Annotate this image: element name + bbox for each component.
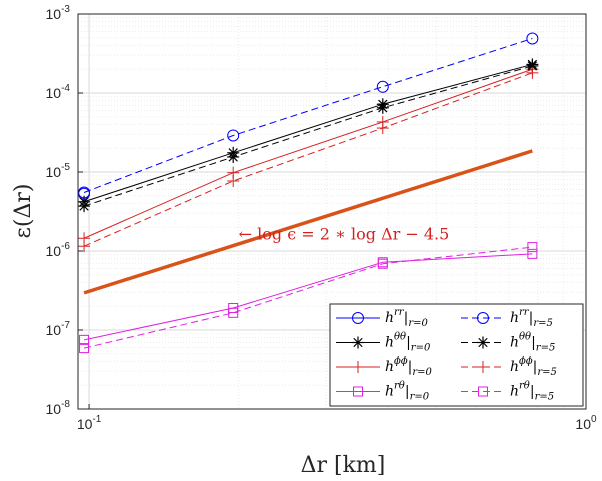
series-line-2 [83,68,533,239]
plot-frame [77,13,587,410]
legend-label-4: hrr|r=5 [510,307,553,329]
data-point-7 [527,242,538,253]
legend-label-5: hθθ|r=5 [510,332,555,354]
series-group [78,32,539,354]
data-point-5 [227,150,240,163]
data-point-5 [376,101,389,114]
data-point-4 [526,32,539,45]
data-point-4 [227,129,240,142]
data-point-7 [79,343,90,354]
legend-label-3: hrθ|r=0 [385,381,430,403]
legend-marker-1 [352,336,364,349]
series-line-5 [83,65,533,207]
legend-marker-0 [352,312,364,324]
y-tick-label: 10-7 [46,320,71,338]
series-line-7 [83,246,533,349]
y-axis-label: ε(Δr) [11,184,36,239]
legend-label-2: hϕϕ|r=0 [385,356,433,378]
legend-marker-4 [477,312,489,324]
y-tick-label: 10-5 [46,162,71,180]
y-tick-label: 10-4 [46,83,71,101]
data-point-7 [377,258,388,269]
data-point-6 [78,240,91,253]
data-point-6 [526,66,539,79]
legend-label-0: hrr|r=0 [385,307,428,329]
data-point-4 [376,80,389,93]
y-tick-label: 10-3 [46,4,71,22]
data-point-6 [376,122,389,135]
series-line-3 [83,253,533,341]
legend-marker-7 [478,386,488,397]
x-axis-label: Δr [km] [301,453,386,478]
legend-marker-6 [477,361,489,373]
y-tick-label: 10-6 [46,241,71,259]
legend-label-7: hrθ|r=5 [510,381,554,403]
annotation-text: ← log ϵ = 2 ∗ log Δr − 4.5 [239,224,450,243]
data-point-4 [78,186,91,199]
data-point-3 [79,334,90,345]
x-tick-label: 10-1 [77,414,102,432]
data-point-3 [527,248,538,259]
x-tick-label: 100 [575,414,597,432]
data-point-5 [78,200,91,213]
y-tick-label: 10-8 [46,399,71,417]
reference-line [83,149,533,295]
legend-marker-2 [352,361,364,373]
legend-label-6: hϕϕ|r=5 [510,356,557,378]
series-line-6 [83,72,533,247]
legend-label-1: hθθ|r=0 [385,332,431,354]
data-point-6 [227,174,240,187]
series-line-1 [83,63,533,203]
data-point-7 [228,307,239,318]
data-point-5 [526,59,539,72]
tick-labels: 10-8 10-7 10-6 10-5 10-4 10-3 10-1 100 [46,4,597,432]
legend-marker-5 [477,336,489,349]
series-line-4 [83,37,533,193]
legend-box [329,303,584,407]
reference-slope-line [83,149,533,295]
legend-marker-3 [353,386,363,397]
